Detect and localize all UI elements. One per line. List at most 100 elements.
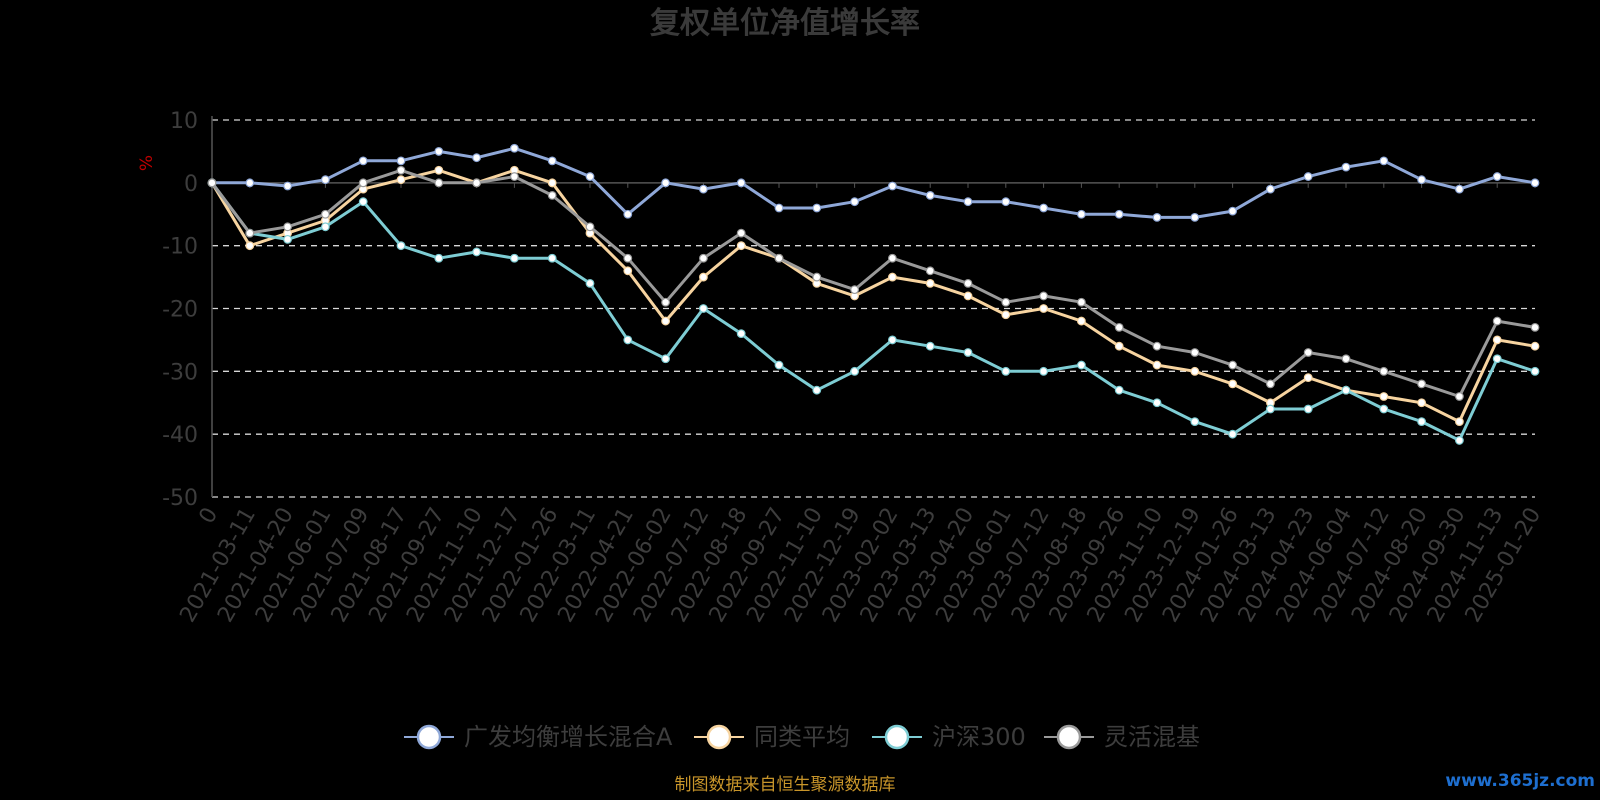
data-point[interactable] <box>774 360 784 370</box>
data-point[interactable] <box>925 278 935 288</box>
data-point[interactable] <box>1076 297 1086 307</box>
data-point[interactable] <box>321 222 330 232</box>
data-point[interactable] <box>1152 398 1162 408</box>
data-point[interactable] <box>283 181 293 191</box>
data-point[interactable] <box>547 190 557 200</box>
data-point[interactable] <box>1001 197 1011 207</box>
data-point[interactable] <box>1001 297 1011 307</box>
data-point[interactable] <box>1152 360 1162 370</box>
data-point[interactable] <box>585 278 595 288</box>
data-point[interactable] <box>963 291 973 301</box>
data-point[interactable] <box>1492 172 1502 181</box>
data-point[interactable] <box>812 272 822 282</box>
data-point[interactable] <box>1530 366 1540 376</box>
data-point[interactable] <box>1265 379 1275 389</box>
data-point[interactable] <box>1152 212 1162 222</box>
data-point[interactable] <box>1190 417 1200 427</box>
data-point[interactable] <box>1190 212 1200 222</box>
data-point[interactable] <box>1417 417 1426 427</box>
data-point[interactable] <box>699 184 708 194</box>
data-point[interactable] <box>1228 379 1237 389</box>
data-point[interactable] <box>1114 209 1124 219</box>
data-point[interactable] <box>1039 291 1048 301</box>
data-point[interactable] <box>1530 322 1540 332</box>
data-point[interactable] <box>1001 366 1011 376</box>
data-point[interactable] <box>963 348 973 357</box>
data-point[interactable] <box>1341 162 1351 172</box>
data-point[interactable] <box>1303 404 1313 414</box>
data-point[interactable] <box>1341 385 1351 395</box>
data-point[interactable] <box>736 329 746 339</box>
data-point[interactable] <box>774 203 784 213</box>
data-point[interactable] <box>1379 366 1389 376</box>
data-point[interactable] <box>699 304 708 313</box>
data-point[interactable] <box>661 316 670 326</box>
data-point[interactable] <box>963 197 973 207</box>
data-point[interactable] <box>1114 385 1124 395</box>
data-point[interactable] <box>1114 322 1124 332</box>
legend-item[interactable]: 灵活混基 <box>1044 723 1200 751</box>
data-point[interactable] <box>1228 360 1237 370</box>
data-point[interactable] <box>699 272 708 282</box>
data-point[interactable] <box>1492 316 1502 326</box>
legend-item[interactable]: 沪深300 <box>872 723 1026 751</box>
data-point[interactable] <box>1379 392 1389 401</box>
data-point[interactable] <box>321 175 330 185</box>
data-point[interactable] <box>623 253 633 263</box>
data-point[interactable] <box>925 341 935 351</box>
data-point[interactable] <box>472 178 482 188</box>
data-point[interactable] <box>661 178 670 188</box>
data-point[interactable] <box>1530 341 1540 351</box>
data-point[interactable] <box>1303 348 1313 357</box>
data-point[interactable] <box>888 181 897 191</box>
data-point[interactable] <box>1379 156 1389 166</box>
data-point[interactable] <box>963 278 973 288</box>
data-point[interactable] <box>850 366 859 376</box>
data-point[interactable] <box>1190 366 1200 376</box>
data-point[interactable] <box>283 234 293 244</box>
data-point[interactable] <box>1454 184 1464 194</box>
data-point[interactable] <box>1039 304 1048 313</box>
data-point[interactable] <box>245 178 255 188</box>
data-point[interactable] <box>1303 172 1313 181</box>
data-point[interactable] <box>321 209 330 219</box>
data-point[interactable] <box>736 241 746 251</box>
data-point[interactable] <box>510 253 519 263</box>
legend[interactable]: 广发均衡增长混合A 同类平均 沪深300 灵活混基 <box>404 723 1200 751</box>
data-point[interactable] <box>472 153 482 163</box>
data-point[interactable] <box>1417 175 1426 185</box>
data-point[interactable] <box>1417 398 1426 408</box>
data-point[interactable] <box>1039 366 1048 376</box>
data-point[interactable] <box>358 197 368 207</box>
data-point[interactable] <box>1076 360 1086 370</box>
data-point[interactable] <box>888 335 897 345</box>
data-point[interactable] <box>1454 392 1464 401</box>
data-point[interactable] <box>396 165 406 175</box>
data-point[interactable] <box>510 143 519 153</box>
data-point[interactable] <box>1341 354 1351 364</box>
data-point[interactable] <box>699 253 708 263</box>
data-point[interactable] <box>1001 310 1011 320</box>
data-point[interactable] <box>1114 341 1124 351</box>
data-point[interactable] <box>736 228 746 238</box>
data-point[interactable] <box>396 156 406 166</box>
data-point[interactable] <box>1265 404 1275 414</box>
data-point[interactable] <box>1454 436 1464 445</box>
data-point[interactable] <box>1190 348 1200 357</box>
data-point[interactable] <box>1265 184 1275 194</box>
data-point[interactable] <box>812 203 822 213</box>
data-point[interactable] <box>1228 206 1237 216</box>
data-point[interactable] <box>1379 404 1389 414</box>
data-point[interactable] <box>623 335 633 345</box>
data-point[interactable] <box>661 297 670 307</box>
data-point[interactable] <box>1039 203 1048 213</box>
data-point[interactable] <box>623 209 633 219</box>
data-point[interactable] <box>888 272 897 282</box>
data-point[interactable] <box>1530 178 1540 188</box>
data-point[interactable] <box>585 222 595 232</box>
data-point[interactable] <box>925 190 935 200</box>
data-point[interactable] <box>547 178 557 188</box>
data-point[interactable] <box>283 222 293 232</box>
data-point[interactable] <box>396 175 406 185</box>
data-point[interactable] <box>358 178 368 188</box>
